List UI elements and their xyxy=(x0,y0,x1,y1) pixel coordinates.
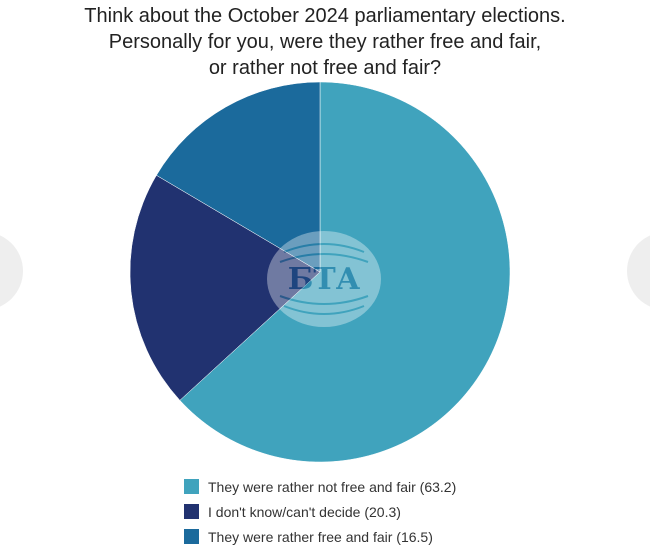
pie-slice[interactable] xyxy=(156,81,321,273)
legend-label: I don't know/can't decide (20.3) xyxy=(208,503,401,520)
legend-swatch xyxy=(184,479,199,494)
legend-item-free-fair[interactable]: They were rather free and fair (16.5) xyxy=(184,524,456,549)
title-line-3: or rather not free and fair? xyxy=(208,57,442,79)
watermark-left xyxy=(0,232,23,310)
chart-title: Think about the October 2024 parliamenta… xyxy=(0,3,650,81)
svg-text:БТА: БТА xyxy=(288,262,361,297)
title-line-2: Personally for you, were they rather fre… xyxy=(108,31,542,53)
pie-slice[interactable] xyxy=(179,81,511,463)
legend-item-not-free-fair[interactable]: They were rather not free and fair (63.2… xyxy=(184,474,456,499)
legend-label: They were rather not free and fair (63.2… xyxy=(208,478,457,495)
title-line-1: Think about the October 2024 parliamenta… xyxy=(84,5,566,27)
bta-logo-watermark: БТА xyxy=(267,231,381,327)
legend-item-dont-know[interactable]: I don't know/can't decide (20.3) xyxy=(184,499,456,524)
legend: They were rather not free and fair (63.2… xyxy=(184,474,456,549)
legend-label: They were rather free and fair (16.5) xyxy=(208,528,433,545)
watermark-right xyxy=(627,232,650,310)
legend-swatch xyxy=(184,504,199,519)
pie-slices xyxy=(129,81,511,463)
legend-swatch xyxy=(184,529,199,544)
pie-slice[interactable] xyxy=(129,174,321,401)
